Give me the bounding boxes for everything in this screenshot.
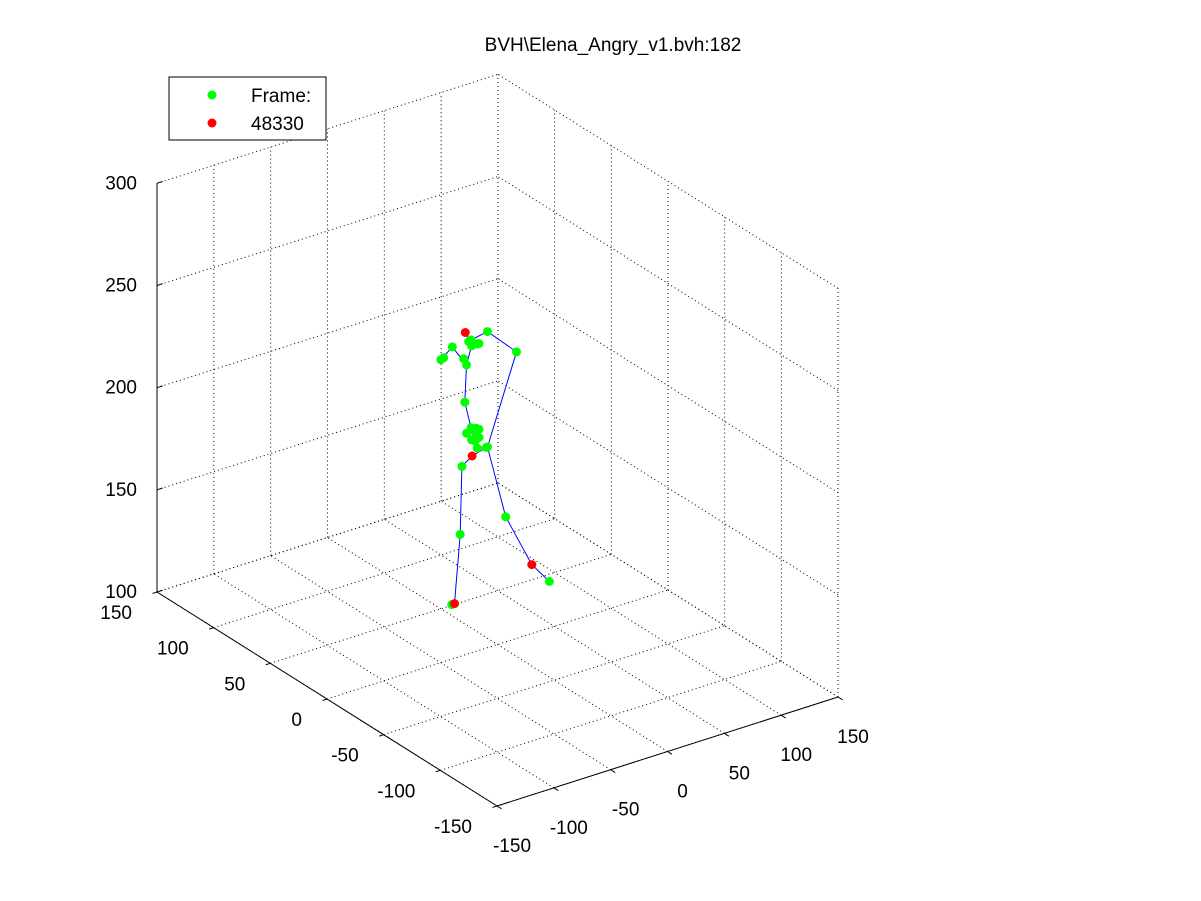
data-point [527,560,537,570]
x-tick-mark [837,696,843,701]
y-tick-label: 0 [291,710,302,731]
data-point [462,428,471,438]
grid-line [384,518,725,734]
skeleton-line [451,446,488,606]
y-tick-mark [152,591,158,594]
grid-line [440,500,782,716]
grid-line [213,573,555,789]
x-tick-mark [667,751,673,755]
chart-title: BVH\Elena_Angry_v1.bvh:182 [485,35,742,56]
grid-line [383,625,725,736]
grid-line [440,660,782,771]
skeleton-line [487,446,550,582]
y-tick-mark [378,734,384,737]
legend-box [168,76,327,141]
data-point [472,443,482,453]
z-tick-mark [156,283,163,286]
z-tick-label: 200 [105,378,137,399]
data-point [483,327,492,337]
x-tick-mark [780,714,786,719]
z-tick-mark [156,589,163,593]
data-point [460,328,470,337]
x-tick-label: 50 [729,763,750,784]
data-point [544,577,554,586]
x-tick-mark [724,732,730,737]
z-tick-mark [156,385,163,389]
data-point [457,461,467,471]
y-tick-mark [208,627,214,630]
x-tick-mark [553,787,559,792]
grid-line [213,518,555,629]
grid-line [497,380,839,596]
x-tick-label: 0 [677,782,688,803]
x-tick-mark [610,769,616,773]
y-tick-mark [322,698,328,701]
x-tick-label: -150 [493,836,531,857]
data-point [474,424,484,434]
data-point [467,451,477,461]
y-tick-label: -100 [377,781,415,802]
y-tick-mark [435,769,441,773]
data-point [474,339,484,348]
grid-line [270,555,611,771]
tick-labels: -150-100-50050100150-150-100-50050100150… [100,173,869,857]
data-point [447,342,457,352]
legend-label-frame: Frame: [251,86,311,107]
z-tick-label: 300 [105,173,137,194]
legend-marker-frame [207,90,217,100]
x-tick-mark [496,805,502,810]
data-point [460,397,470,407]
y-tick-label: -50 [331,746,358,767]
y-tick-label: 150 [100,603,132,624]
y-tick-label: -150 [434,817,472,838]
axes-layer [152,181,843,810]
grid-line [270,553,612,664]
grid-line [497,73,839,289]
z-tick-mark [156,487,163,491]
data-point [512,347,521,357]
z-tick-label: 150 [105,480,137,501]
x-tick-label: -100 [550,818,588,839]
data-point [483,442,492,452]
grid-layer [156,73,839,807]
data-point [436,355,446,365]
legend-label-number: 48330 [251,114,304,135]
data-point [467,435,477,445]
z-tick-label: 100 [105,582,137,603]
legend: Frame: 48330 [168,76,327,141]
data-points [436,327,554,610]
y-tick-label: 100 [157,639,189,660]
grid-line [497,482,839,698]
grid-line [327,537,668,752]
x-tick-label: 150 [837,727,869,748]
y-tick-mark [265,662,271,666]
grid-line [497,278,839,494]
y-tick-label: 50 [224,674,245,695]
data-point [459,354,469,364]
grid-line [497,176,839,391]
x-tick-label: -50 [612,800,639,821]
x-tick-label: 100 [780,745,812,766]
data-point [464,337,474,347]
z-tick-label: 250 [105,276,137,297]
y-tick-mark [492,805,498,808]
data-point [501,512,511,522]
data-point [450,599,459,609]
data-point [455,529,465,539]
legend-marker-number [207,118,217,128]
z-tick-mark [156,181,163,184]
